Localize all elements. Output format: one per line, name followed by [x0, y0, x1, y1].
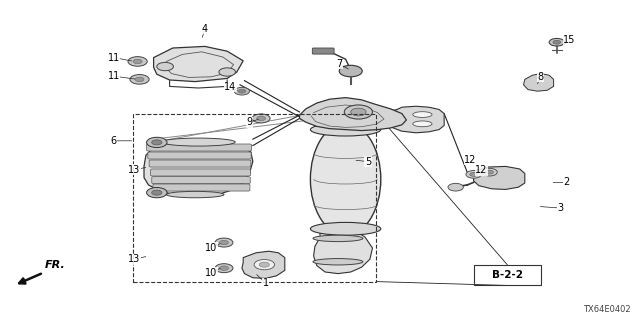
Text: 12: 12 [475, 165, 488, 175]
Text: 11: 11 [108, 71, 120, 81]
FancyBboxPatch shape [152, 177, 250, 184]
Bar [474, 265, 541, 285]
Text: 5: 5 [365, 156, 371, 167]
Circle shape [234, 87, 250, 95]
Text: FR.: FR. [45, 260, 65, 270]
Ellipse shape [310, 123, 381, 136]
Text: B-2-2: B-2-2 [492, 270, 523, 280]
Text: 4: 4 [202, 24, 208, 34]
Polygon shape [474, 166, 525, 189]
Ellipse shape [313, 235, 363, 242]
Circle shape [220, 266, 228, 270]
FancyBboxPatch shape [147, 144, 252, 151]
Circle shape [351, 108, 366, 116]
FancyBboxPatch shape [150, 169, 250, 176]
Text: TX64E0402: TX64E0402 [583, 305, 630, 314]
Ellipse shape [166, 191, 224, 198]
Text: 10: 10 [205, 268, 218, 278]
Ellipse shape [310, 123, 381, 235]
Text: 7: 7 [336, 59, 342, 69]
Circle shape [470, 172, 477, 176]
Ellipse shape [313, 259, 363, 265]
Polygon shape [154, 46, 243, 82]
Text: 8: 8 [538, 72, 544, 82]
FancyBboxPatch shape [148, 152, 252, 159]
Polygon shape [524, 74, 554, 91]
Polygon shape [314, 227, 372, 274]
FancyBboxPatch shape [153, 184, 250, 191]
Circle shape [482, 168, 497, 176]
Circle shape [133, 59, 142, 64]
Text: 6: 6 [111, 136, 117, 146]
Ellipse shape [413, 112, 432, 117]
Circle shape [254, 260, 275, 270]
Polygon shape [389, 106, 444, 133]
Circle shape [252, 114, 270, 123]
Bar [133, 114, 376, 282]
Ellipse shape [413, 121, 432, 127]
Text: 14: 14 [224, 82, 237, 92]
Text: 10: 10 [205, 243, 218, 253]
Circle shape [238, 89, 246, 93]
Text: 12: 12 [464, 155, 477, 165]
Circle shape [549, 38, 564, 46]
Circle shape [259, 262, 269, 267]
Circle shape [147, 137, 167, 148]
Circle shape [448, 183, 463, 191]
Circle shape [147, 188, 167, 198]
Circle shape [152, 140, 162, 145]
Circle shape [130, 75, 149, 84]
Circle shape [215, 264, 233, 273]
Polygon shape [144, 139, 253, 196]
Circle shape [344, 105, 372, 119]
Text: 11: 11 [108, 52, 120, 63]
Circle shape [257, 116, 266, 121]
Ellipse shape [161, 138, 236, 146]
Circle shape [553, 40, 561, 44]
Text: 3: 3 [557, 203, 563, 213]
Circle shape [215, 238, 233, 247]
Circle shape [339, 65, 362, 77]
Text: 2: 2 [563, 177, 570, 188]
Text: 15: 15 [563, 35, 576, 45]
Text: 13: 13 [128, 254, 141, 264]
Polygon shape [300, 98, 406, 131]
Circle shape [135, 77, 144, 82]
Polygon shape [242, 251, 285, 278]
Circle shape [466, 171, 481, 178]
Circle shape [152, 190, 162, 195]
Circle shape [157, 62, 173, 71]
FancyBboxPatch shape [149, 160, 251, 167]
Ellipse shape [310, 222, 381, 235]
Circle shape [219, 68, 236, 76]
FancyBboxPatch shape [312, 48, 334, 54]
Circle shape [220, 240, 228, 245]
Text: 13: 13 [128, 164, 141, 175]
Circle shape [486, 170, 493, 174]
Text: 1: 1 [262, 278, 269, 288]
Text: 9: 9 [246, 117, 253, 127]
Circle shape [128, 57, 147, 66]
